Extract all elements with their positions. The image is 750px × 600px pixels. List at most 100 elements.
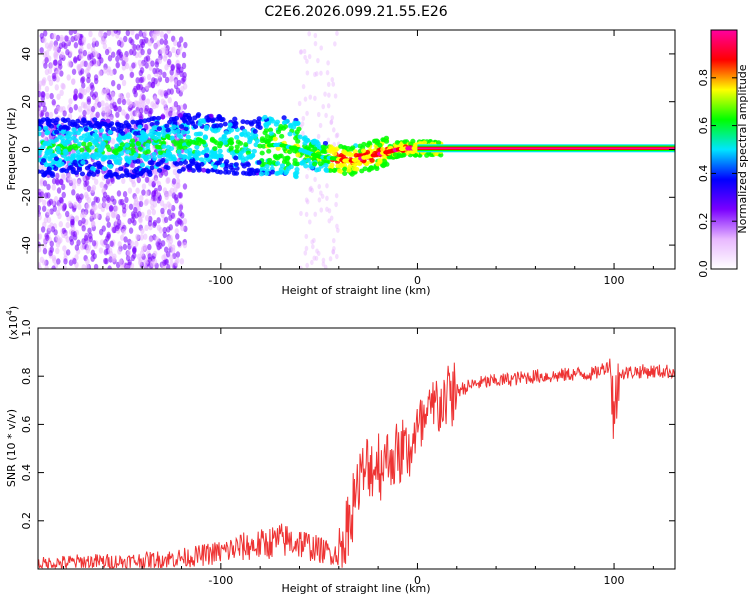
heatmap-cell <box>251 119 258 124</box>
heatmap-cell <box>38 246 42 253</box>
heatmap-cell <box>60 117 66 123</box>
heatmap-cell <box>133 167 140 172</box>
heatmap-cell <box>162 259 167 267</box>
heatmap-cell <box>156 126 162 132</box>
heatmap-cell <box>173 115 180 121</box>
heatmap-cell <box>205 168 211 174</box>
heatmap-cell <box>135 187 140 194</box>
heatmap-cell <box>307 53 312 60</box>
heatmap-cell <box>138 30 143 37</box>
heatmap-cell <box>57 212 62 220</box>
heatmap-cell <box>338 144 344 149</box>
heatmap-cell <box>281 115 287 121</box>
snr-y-multiplier-base: (x10 <box>7 315 20 340</box>
heatmap-cell <box>277 169 284 175</box>
heatmap-cell <box>170 156 177 162</box>
heatmap-cell <box>116 83 122 91</box>
heatmap-cell <box>381 158 387 164</box>
heatmap-cell <box>106 155 112 160</box>
heatmap-cell <box>135 77 140 84</box>
heatmap-cell <box>63 258 68 265</box>
heatmap-cell <box>118 151 125 156</box>
heatmap-cell <box>65 210 70 218</box>
heatmap-cell <box>137 146 143 151</box>
heatmap-cell <box>84 165 91 171</box>
heatmap-cell <box>109 240 114 247</box>
heatmap-cell <box>62 204 67 211</box>
heatmap-cell <box>149 198 154 205</box>
heatmap-cell <box>102 191 108 198</box>
heatmap-cell <box>140 168 147 173</box>
heatmap-cell <box>98 228 104 236</box>
heatmap-cell <box>59 51 65 58</box>
heatmap-cell <box>375 161 381 167</box>
heatmap-cell <box>154 236 160 243</box>
heatmap-cell <box>234 144 240 150</box>
heatmap-cell <box>112 253 117 260</box>
heatmap-cell <box>46 216 52 224</box>
heatmap-cell <box>176 67 181 74</box>
heatmap-cell <box>230 167 236 173</box>
heatmap-cell <box>76 167 83 173</box>
heatmap-cell <box>107 265 112 269</box>
heatmap-cell <box>77 127 83 133</box>
heatmap-cell <box>118 199 123 206</box>
heatmap-cell <box>125 264 130 269</box>
heatmap-cell <box>115 32 120 39</box>
heatmap-x-ticks: -100 0 100 <box>63 30 654 287</box>
heatmap-cell <box>164 193 169 201</box>
heatmap-cell <box>118 166 124 172</box>
heatmap-cell <box>149 134 155 139</box>
heatmap-cell <box>342 171 348 176</box>
heatmap-cell <box>80 87 85 95</box>
colorbar-tick-label: 0.8 <box>697 69 710 87</box>
heatmap-cell <box>135 159 141 164</box>
heatmap-cell <box>142 30 148 38</box>
heatmap-cell <box>169 135 175 141</box>
heatmap-cell <box>130 254 136 262</box>
heatmap-cell <box>438 152 444 158</box>
heatmap-cell <box>145 149 151 155</box>
heatmap-cells <box>38 30 675 269</box>
heatmap-cell <box>175 178 181 185</box>
heatmap-cell <box>162 100 167 107</box>
snr-y-ticks: 0.2 0.4 0.6 0.8 1.0 <box>20 319 675 530</box>
heatmap-cell <box>256 160 262 165</box>
heatmap-cell <box>156 243 162 251</box>
heatmap-cell <box>318 122 323 129</box>
heatmap-cell <box>205 157 211 163</box>
heatmap-cell <box>115 55 120 63</box>
heatmap-cell <box>53 166 59 172</box>
heatmap-cell <box>144 176 150 183</box>
heatmap-cell <box>61 191 66 199</box>
heatmap-cell <box>294 167 300 172</box>
heatmap-cell <box>169 69 174 76</box>
heatmap-cell <box>81 217 86 224</box>
heatmap-cell <box>178 138 185 144</box>
heatmap-cell <box>169 260 174 267</box>
heatmap-cell <box>101 166 108 172</box>
heatmap-cell <box>384 161 390 167</box>
heatmap-cell <box>74 244 80 251</box>
heatmap-cell <box>73 138 79 144</box>
heatmap-cell <box>72 178 77 185</box>
heatmap-cell <box>133 85 138 93</box>
heatmap-cell <box>38 169 41 174</box>
heatmap-cell <box>75 154 81 160</box>
heatmap-cell <box>68 30 74 36</box>
heatmap-cell <box>153 78 158 85</box>
heatmap-cell <box>147 48 152 55</box>
heatmap-cell <box>83 180 88 188</box>
heatmap-cell <box>145 98 151 105</box>
heatmap-cell <box>153 43 158 50</box>
heatmap-cell <box>76 65 82 72</box>
heatmap-cell <box>51 265 56 269</box>
heatmap-cell <box>38 80 43 87</box>
heatmap-cell <box>121 109 126 116</box>
heatmap-cell <box>49 62 54 69</box>
heatmap-cell <box>394 140 400 145</box>
heatmap-cell <box>173 101 179 108</box>
heatmap-cell <box>70 153 76 159</box>
heatmap-cell <box>308 219 312 225</box>
heatmap-cell <box>97 137 103 142</box>
